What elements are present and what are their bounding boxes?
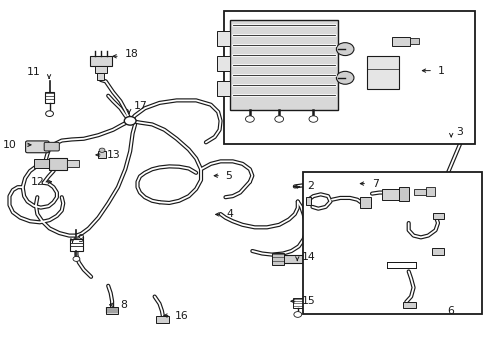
Bar [278,255,327,263]
Text: 5: 5 [225,171,232,181]
Text: 15: 15 [302,296,316,306]
Bar [392,37,410,45]
FancyBboxPatch shape [44,142,59,151]
Bar [45,92,54,103]
Text: 1: 1 [438,66,445,76]
Text: 14: 14 [302,252,316,262]
Bar [303,172,482,315]
Bar [217,81,230,96]
Bar [49,158,67,170]
Text: 12: 12 [31,177,45,187]
Text: 17: 17 [134,102,148,112]
Bar [382,189,399,200]
Circle shape [99,148,105,152]
Text: 16: 16 [175,311,189,320]
Bar [217,31,230,45]
Circle shape [245,116,254,122]
Text: 7: 7 [372,179,379,189]
Bar [230,21,338,110]
Bar [399,187,409,201]
Circle shape [294,312,302,318]
Bar [293,298,303,308]
Circle shape [275,116,284,122]
Bar [426,187,435,196]
Bar [98,151,106,158]
Bar [449,135,463,141]
Text: 11: 11 [27,67,41,77]
Text: 13: 13 [107,150,121,160]
Bar [106,307,119,315]
Circle shape [124,117,136,125]
Bar [223,12,475,144]
Text: 3: 3 [456,127,463,136]
Bar [156,316,169,323]
Bar [70,239,83,251]
Bar [321,253,333,265]
Bar [414,189,426,195]
Bar [217,56,230,71]
Bar [387,262,416,268]
Text: 8: 8 [120,300,127,310]
Bar [403,302,416,309]
Bar [360,197,370,208]
Bar [367,56,399,89]
Bar [90,55,112,66]
Bar [98,73,104,80]
Text: 10: 10 [3,140,17,150]
Bar [272,253,284,265]
Bar [95,66,107,73]
Bar [433,213,444,219]
Circle shape [73,256,80,261]
Bar [34,159,49,168]
Circle shape [336,71,354,84]
Text: 9: 9 [77,234,84,244]
FancyBboxPatch shape [25,141,49,153]
Bar [67,160,79,167]
Bar [432,248,444,255]
Circle shape [46,111,53,117]
Text: 2: 2 [307,181,314,192]
Text: 4: 4 [227,210,234,220]
Text: 18: 18 [124,49,138,59]
Text: 6: 6 [447,306,454,316]
Bar [306,197,312,205]
Circle shape [309,116,318,122]
Circle shape [336,42,354,55]
Bar [410,39,419,44]
